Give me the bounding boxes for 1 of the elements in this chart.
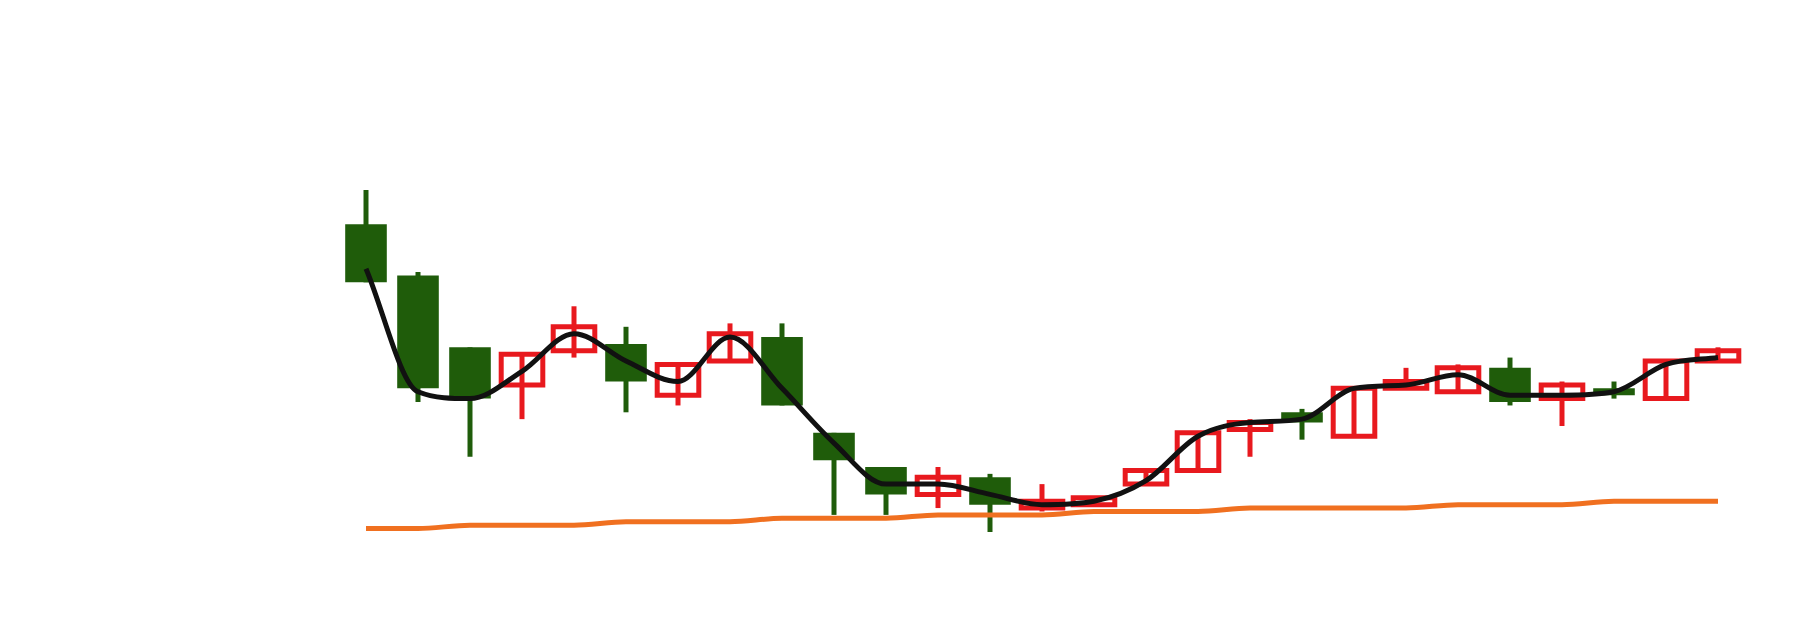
candlestick	[654, 361, 702, 408]
